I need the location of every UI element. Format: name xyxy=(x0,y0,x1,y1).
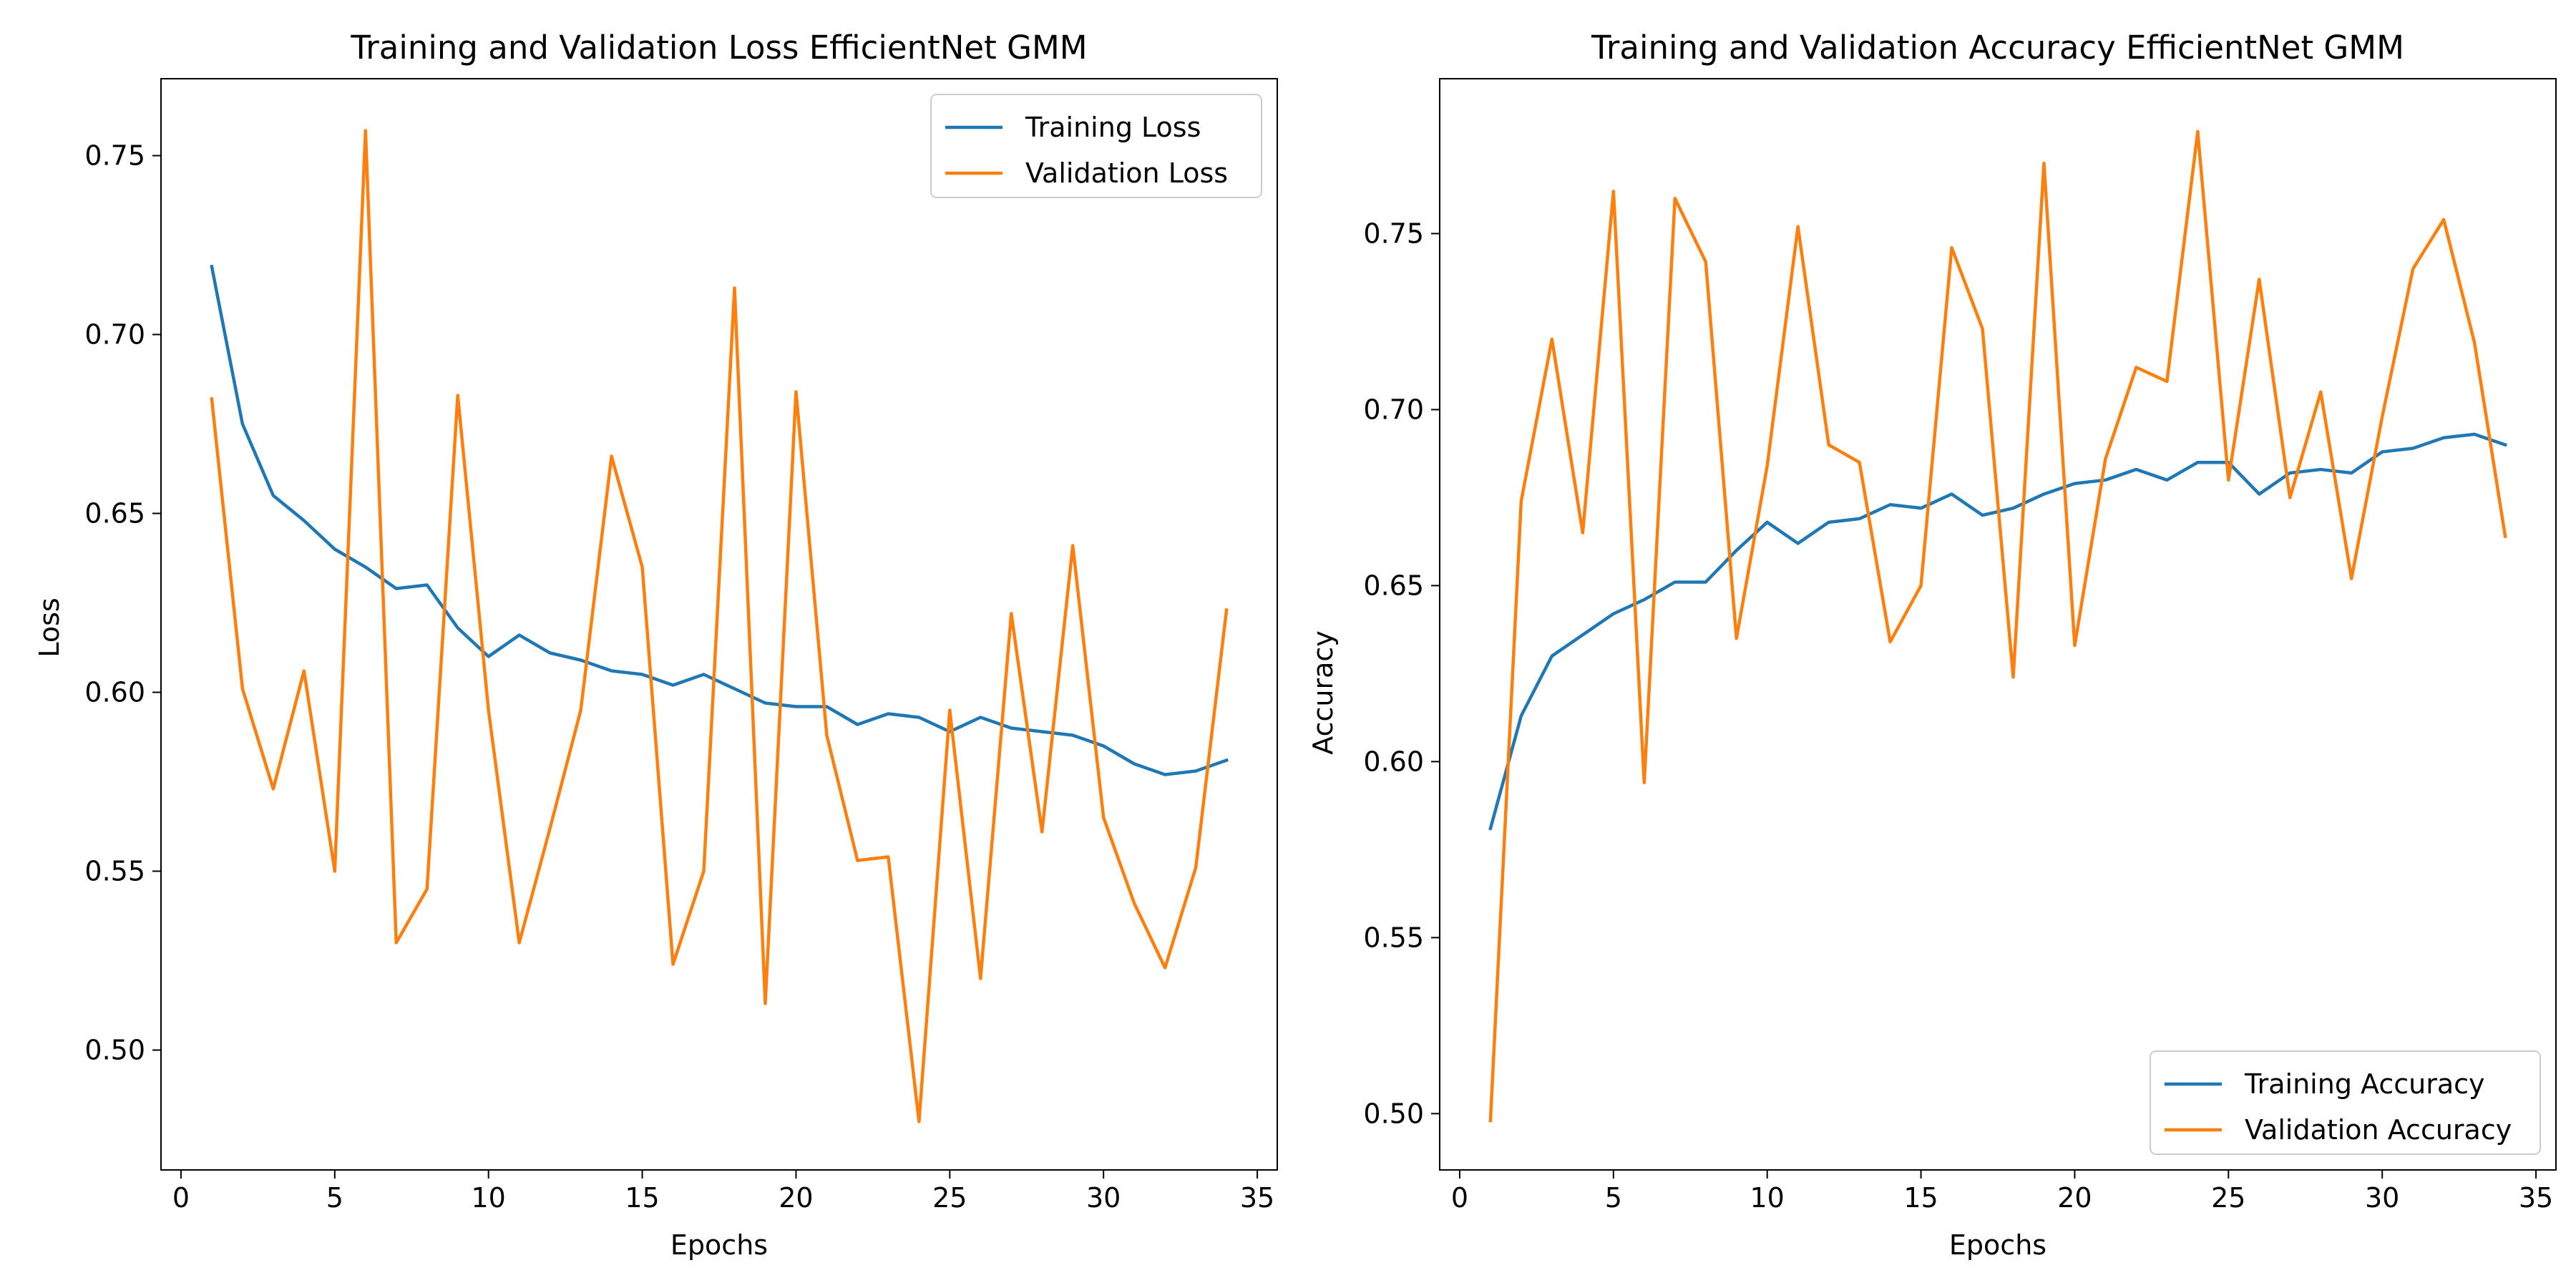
loss-chart-y-axis-label: Loss xyxy=(34,597,65,657)
loss-y-tick-label: 0.75 xyxy=(84,140,145,172)
accuracy-chart-x-axis-label: Epochs xyxy=(1949,1229,2046,1261)
accuracy-y-tick-label: 0.60 xyxy=(1363,746,1424,777)
loss-x-tick-label: 0 xyxy=(172,1182,190,1214)
loss-legend: Training Loss Validation Loss xyxy=(930,94,1262,198)
loss-series-line-validation xyxy=(210,129,1229,1123)
loss-legend-box xyxy=(930,94,1262,198)
loss-y-tick-label: 0.55 xyxy=(84,856,145,887)
accuracy-legend-box xyxy=(2150,1050,2541,1155)
accuracy-series-line-validation xyxy=(1488,130,2507,1123)
loss-chart: Training and Validation Loss EfficientNe… xyxy=(34,29,1278,1261)
accuracy-x-tick-label: 10 xyxy=(1750,1182,1785,1214)
loss-x-tick-label: 20 xyxy=(779,1182,813,1214)
accuracy-legend: Training Accuracy Validation Accuracy xyxy=(2150,1050,2541,1155)
loss-x-tick-label: 5 xyxy=(326,1182,343,1214)
loss-x-tick-label: 25 xyxy=(932,1182,967,1214)
accuracy-x-tick-label: 0 xyxy=(1451,1182,1468,1214)
accuracy-y-tick-label: 0.50 xyxy=(1363,1098,1424,1129)
accuracy-legend-label: Training Accuracy xyxy=(2244,1068,2485,1100)
accuracy-legend-label: Validation Accuracy xyxy=(2245,1114,2512,1146)
loss-chart-title: Training and Validation Loss EfficientNe… xyxy=(350,29,1087,67)
accuracy-plot-area: 0 5 10 15 20 25 30 35 0.50 0.55 0.60 0.65 0.70 0.75 Tr… xyxy=(1363,78,2557,1214)
accuracy-x-tick-label: 30 xyxy=(2365,1182,2399,1214)
loss-y-tick-label: 0.50 xyxy=(84,1035,145,1066)
accuracy-x-tick-label: 15 xyxy=(1903,1182,1938,1214)
accuracy-x-tick-label: 20 xyxy=(2057,1182,2092,1214)
loss-axes-frame xyxy=(160,78,1278,1171)
accuracy-y-tick-label: 0.75 xyxy=(1363,218,1424,249)
accuracy-chart-y-axis-label: Accuracy xyxy=(1307,630,1339,755)
accuracy-chart: Training and Validation Accuracy Efficie… xyxy=(1307,29,2557,1261)
accuracy-y-tick-label: 0.65 xyxy=(1363,570,1424,601)
accuracy-y-tick-label: 0.55 xyxy=(1363,922,1424,953)
loss-x-tick-label: 15 xyxy=(625,1182,659,1214)
accuracy-x-tick-label: 5 xyxy=(1605,1182,1622,1214)
loss-x-tick-label: 30 xyxy=(1086,1182,1121,1214)
accuracy-y-tick-label: 0.70 xyxy=(1363,394,1424,425)
accuracy-x-tick-label: 35 xyxy=(2519,1182,2553,1214)
loss-x-tick-label: 35 xyxy=(1240,1182,1274,1214)
loss-y-tick-label: 0.65 xyxy=(84,498,145,530)
loss-chart-x-axis-label: Epochs xyxy=(670,1229,768,1261)
accuracy-chart-title: Training and Validation Accuracy Efficie… xyxy=(1591,29,2404,67)
accuracy-axes-frame xyxy=(1439,78,2557,1171)
loss-plot-area: 0 5 10 15 20 25 30 35 0.50 0.55 0.60 0.65 0.70 0.75 Tr… xyxy=(84,78,1278,1214)
loss-legend-label: Validation Loss xyxy=(1025,157,1228,189)
loss-y-tick-label: 0.70 xyxy=(84,319,145,351)
loss-y-tick-label: 0.60 xyxy=(84,677,145,708)
accuracy-x-tick-label: 25 xyxy=(2211,1182,2245,1214)
loss-x-tick-label: 10 xyxy=(472,1182,506,1214)
loss-legend-label: Training Loss xyxy=(1025,112,1201,143)
